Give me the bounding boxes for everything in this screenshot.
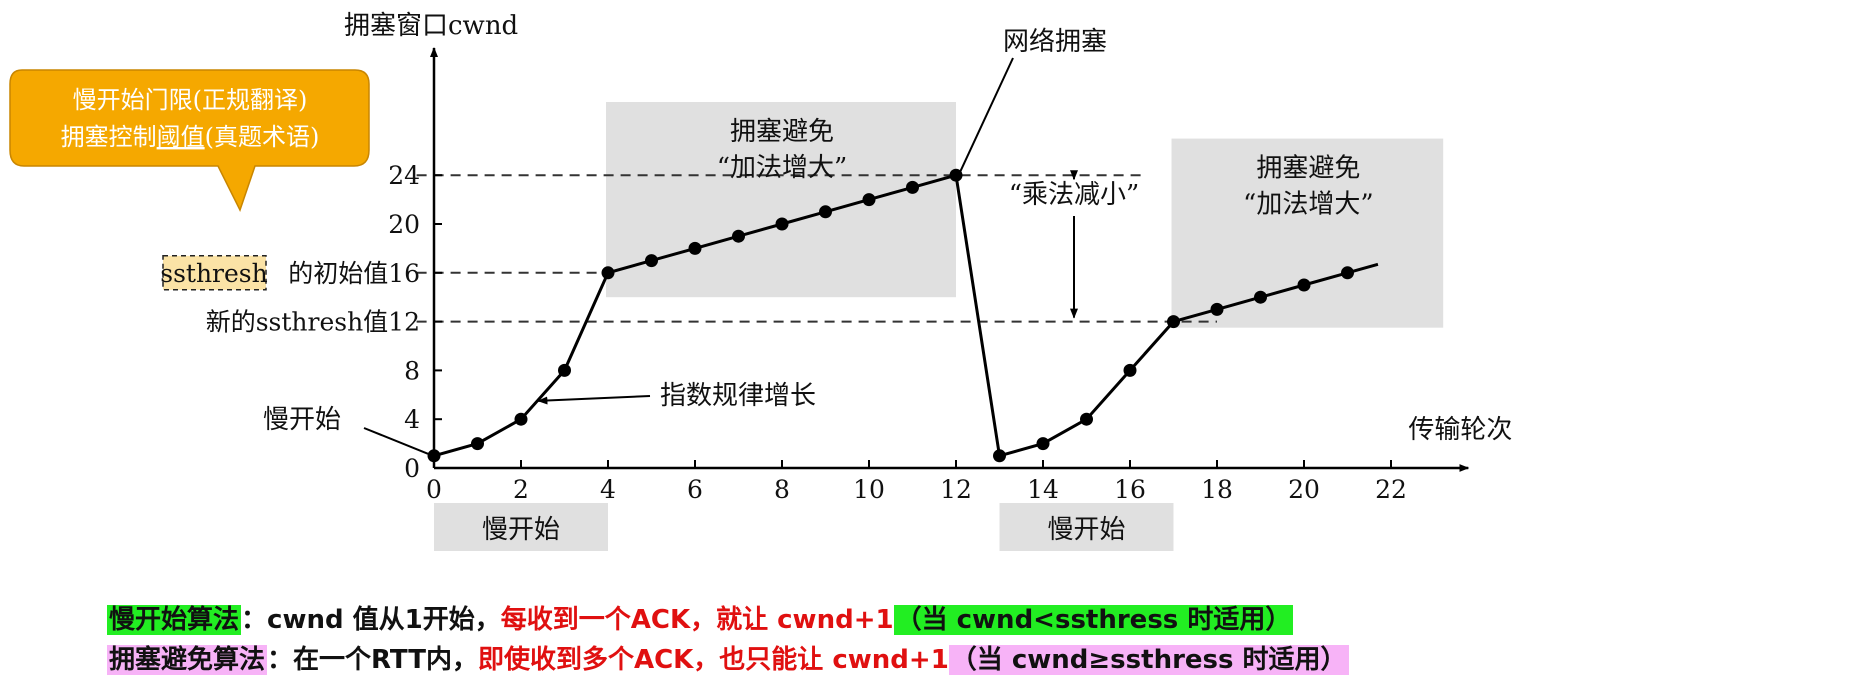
x-tick-label: 4 bbox=[600, 475, 616, 504]
cwnd-point bbox=[1167, 315, 1180, 329]
cwnd-point bbox=[993, 449, 1006, 463]
ssthresh-initial-label: 的初始值16 bbox=[288, 259, 420, 288]
cwnd-point bbox=[1254, 290, 1267, 304]
x-tick-label: 12 bbox=[940, 475, 972, 504]
new-ssthresh-label: 新的ssthresh值12 bbox=[206, 308, 420, 337]
x-tick-label: 8 bbox=[774, 475, 790, 504]
cwnd-point bbox=[688, 241, 702, 255]
slow-start-annotation: 慢开始 bbox=[263, 405, 341, 435]
y-tick-label: 20 bbox=[388, 210, 420, 239]
slow-start-region-label: 慢开始 bbox=[1047, 515, 1125, 545]
slow-start-region-label: 慢开始 bbox=[482, 515, 560, 545]
ssthresh-highlight-box bbox=[162, 255, 267, 291]
y-tick-label: 8 bbox=[404, 356, 420, 385]
callout-line-2: 拥塞控制阈值(真题术语) bbox=[61, 123, 320, 151]
congestion-avoidance-text: 在一个RTT内， bbox=[293, 645, 478, 675]
congestion-avoidance-condition: （当 cwnd≥ssthress 时适用） bbox=[948, 645, 1349, 675]
x-tick-label: 18 bbox=[1201, 475, 1233, 504]
x-axis-label: 传输轮次 bbox=[1408, 415, 1512, 445]
congestion-avoidance-algorithm-title: 拥塞避免算法 bbox=[107, 645, 268, 675]
network-congestion-pointer bbox=[959, 57, 1014, 173]
slow-start-region-1 bbox=[999, 503, 1174, 551]
cwnd-point bbox=[1210, 302, 1224, 316]
x-tick-label: 20 bbox=[1288, 475, 1320, 504]
network-congestion-annotation: 网络拥塞 bbox=[1003, 27, 1107, 57]
x-tick-label: 22 bbox=[1375, 475, 1407, 504]
congestion-avoidance-note: 拥塞避免算法：在一个RTT内，即使收到多个ACK，也只能让 cwnd+1（当 c… bbox=[107, 640, 1349, 680]
cwnd-point bbox=[906, 180, 919, 194]
congestion-avoidance-rule: 即使收到多个ACK，也只能让 cwnd+1 bbox=[477, 645, 949, 675]
slow-start-text: cwnd 值从1开始， bbox=[267, 605, 501, 635]
slow-start-separator: ： bbox=[241, 605, 268, 635]
callout-term-suffix: (真题术语) bbox=[205, 123, 320, 151]
x-tick-label: 2 bbox=[513, 475, 529, 504]
x-tick-label: 14 bbox=[1027, 475, 1059, 504]
congestion-avoidance-label-line: “加法增大” bbox=[717, 153, 848, 183]
callout-line-1: 慢开始门限(正规翻译) bbox=[73, 86, 308, 114]
cwnd-point bbox=[775, 217, 789, 231]
congestion-avoidance-label-line: 拥塞避免 bbox=[730, 117, 834, 147]
slow-start-algorithm-title: 慢开始算法 bbox=[107, 605, 242, 635]
congestion-avoidance-label-line: 拥塞避免 bbox=[1256, 154, 1360, 184]
multiplicative-decrease-annotation: “乘法减小” bbox=[1009, 180, 1140, 210]
cwnd-point bbox=[1297, 278, 1311, 292]
exponential-growth-annotation: 指数规律增长 bbox=[660, 381, 816, 411]
callout-term-threshold: 阈值 bbox=[157, 123, 205, 151]
ssthresh-callout bbox=[9, 69, 370, 212]
y-axis-label: 拥塞窗口cwnd bbox=[344, 11, 518, 41]
cwnd-point bbox=[645, 254, 658, 268]
slow-start-rule: 每收到一个ACK，就让 cwnd+1 bbox=[500, 605, 894, 635]
cwnd-point bbox=[471, 437, 484, 451]
x-tick-label: 6 bbox=[687, 475, 703, 504]
cwnd-point bbox=[732, 229, 745, 243]
exponential-growth-pointer bbox=[537, 395, 651, 405]
x-tick-label: 16 bbox=[1114, 475, 1146, 504]
y-tick-label: 4 bbox=[404, 405, 420, 434]
slow-start-note: 慢开始算法：cwnd 值从1开始，每收到一个ACK，就让 cwnd+1（当 cw… bbox=[107, 600, 1349, 640]
cwnd-point bbox=[558, 363, 571, 377]
cwnd-point bbox=[819, 205, 832, 219]
y-tick-label: 0 bbox=[404, 454, 420, 483]
cwnd-point bbox=[949, 168, 963, 182]
cwnd-point bbox=[862, 193, 876, 207]
cwnd-point bbox=[1341, 266, 1354, 280]
ssthresh-highlight-text: ssthresh bbox=[160, 259, 267, 288]
slow-start-condition: （当 cwnd<ssthress 时适用） bbox=[893, 605, 1294, 635]
algorithm-notes: 慢开始算法：cwnd 值从1开始，每收到一个ACK，就让 cwnd+1（当 cw… bbox=[107, 600, 1349, 680]
congestion-avoidance-separator: ： bbox=[267, 645, 294, 675]
cwnd-point bbox=[601, 266, 615, 280]
congestion-avoidance-region-3 bbox=[1171, 138, 1444, 328]
cwnd-point bbox=[1036, 437, 1050, 451]
callout-term-prefix: 拥塞控制 bbox=[61, 123, 157, 151]
slow-start-region-0 bbox=[434, 503, 608, 551]
cwnd-point bbox=[427, 449, 441, 463]
slow-start-pointer bbox=[363, 427, 429, 455]
congestion-avoidance-label-line: “加法增大” bbox=[1243, 190, 1374, 220]
x-tick-label: 0 bbox=[426, 475, 442, 504]
y-tick-label: 24 bbox=[388, 161, 420, 190]
cwnd-point bbox=[1080, 412, 1093, 426]
x-tick-label: 10 bbox=[853, 475, 885, 504]
cwnd-point bbox=[514, 412, 528, 426]
congestion-avoidance-region-2 bbox=[606, 102, 956, 298]
cwnd-point bbox=[1123, 363, 1137, 377]
